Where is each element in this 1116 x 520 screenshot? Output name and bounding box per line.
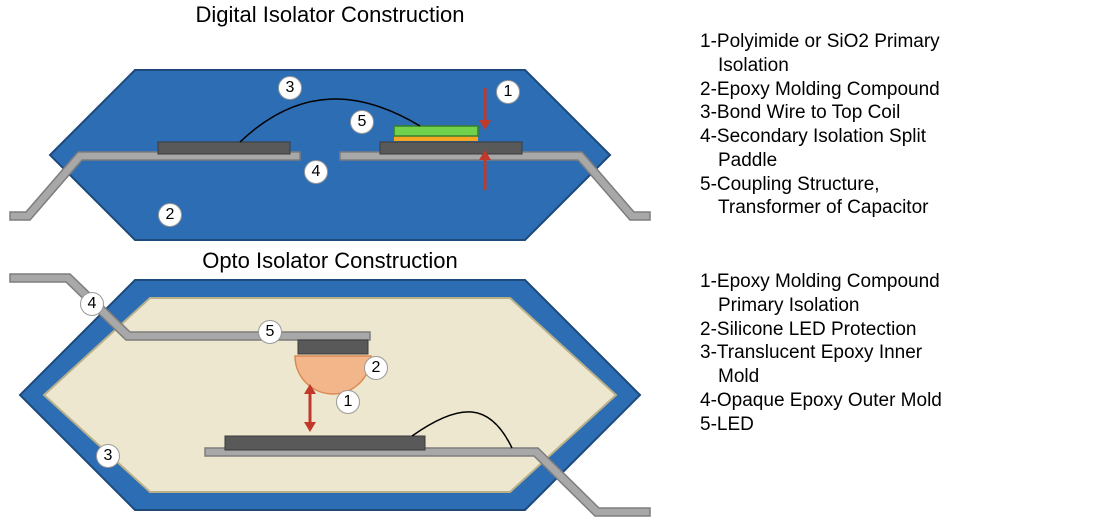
callout-3: 3 (278, 76, 302, 100)
callout-2: 2 (158, 203, 182, 227)
opto-diagram (0, 0, 1116, 520)
callout-3: 3 (96, 444, 120, 468)
callout-1: 1 (336, 390, 360, 414)
callout-4: 4 (304, 160, 328, 184)
callout-4: 4 (80, 292, 104, 316)
callout-5: 5 (258, 320, 282, 344)
callout-1: 1 (496, 80, 520, 104)
callout-2: 2 (364, 356, 388, 380)
callout-5: 5 (350, 110, 374, 134)
